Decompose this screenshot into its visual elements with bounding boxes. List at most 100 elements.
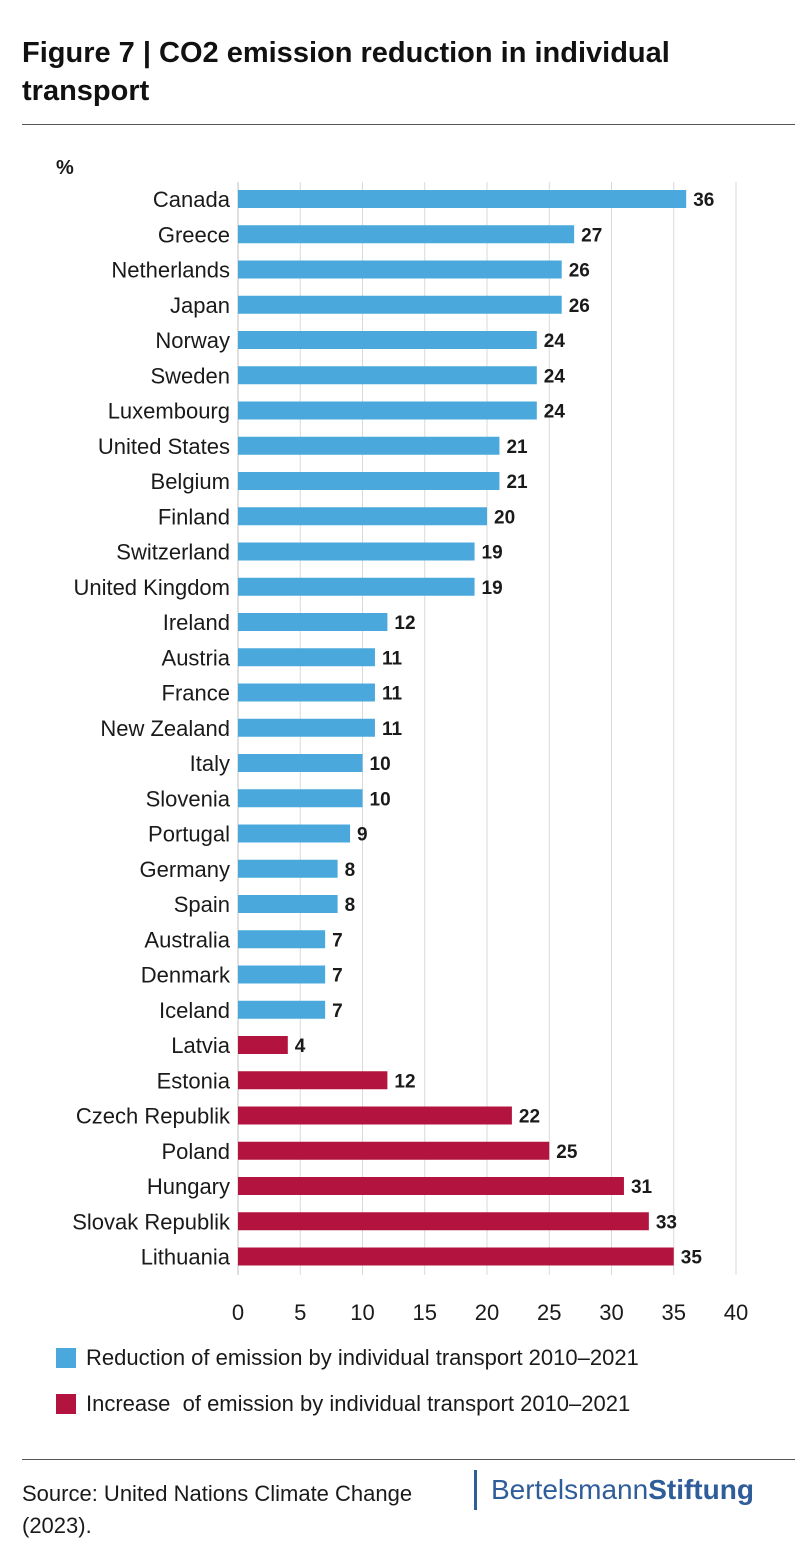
logo-part-1: Bertelsmann bbox=[491, 1474, 649, 1505]
page-title: Figure 7 | CO2 emission reduction in ind… bbox=[22, 37, 670, 107]
data-label-belgium: 21 bbox=[506, 472, 528, 493]
data-label-japan: 26 bbox=[569, 296, 590, 317]
x-tick-label-0: 0 bbox=[232, 1300, 244, 1325]
data-label-france: 11 bbox=[382, 684, 403, 705]
data-label-canada: 36 bbox=[693, 190, 714, 211]
category-label-slovenia: Slovenia bbox=[146, 786, 231, 811]
data-label-australia: 7 bbox=[332, 930, 343, 951]
bertelsmann-stiftung-logo: BertelsmannStiftung bbox=[474, 1470, 754, 1510]
category-label-finland: Finland bbox=[158, 504, 230, 529]
x-tick-label-30: 30 bbox=[599, 1300, 623, 1325]
bar-luxembourg bbox=[238, 401, 537, 420]
category-label-iceland: Iceland bbox=[159, 998, 230, 1023]
category-label-netherlands: Netherlands bbox=[111, 258, 230, 283]
bar-estonia bbox=[238, 1071, 388, 1090]
data-label-latvia: 4 bbox=[295, 1036, 306, 1057]
category-label-canada: Canada bbox=[153, 187, 231, 212]
category-label-united-states: United States bbox=[98, 434, 230, 459]
bar-hungary bbox=[238, 1177, 624, 1195]
data-label-united-states: 21 bbox=[506, 437, 528, 458]
x-tick-label-25: 25 bbox=[537, 1300, 561, 1325]
bar-iceland bbox=[238, 1000, 326, 1019]
data-label-czech-republik: 22 bbox=[519, 1107, 540, 1128]
bar-spain bbox=[238, 895, 338, 913]
legend-label-reduction: Reduction of emission by individual tran… bbox=[86, 1345, 639, 1370]
data-label-portugal: 9 bbox=[357, 825, 368, 846]
category-label-australia: Australia bbox=[144, 927, 230, 952]
bar-slovenia bbox=[238, 789, 363, 808]
bar-poland bbox=[238, 1141, 550, 1160]
legend-item-reduction: Reduction of emission by individual tran… bbox=[56, 1343, 639, 1373]
data-label-germany: 8 bbox=[345, 860, 356, 881]
bar-austria bbox=[238, 648, 375, 667]
bar-new-zealand bbox=[238, 718, 375, 737]
bar-united-states bbox=[238, 436, 500, 455]
data-label-hungary: 31 bbox=[631, 1177, 653, 1198]
bar-sweden bbox=[238, 366, 537, 385]
data-label-lithuania: 35 bbox=[681, 1248, 703, 1269]
legend-swatch-reduction bbox=[56, 1348, 76, 1368]
bar-latvia bbox=[238, 1036, 288, 1054]
bar-greece bbox=[238, 225, 575, 244]
category-label-latvia: Latvia bbox=[171, 1033, 230, 1058]
data-label-sweden: 24 bbox=[544, 366, 566, 387]
bar-switzerland bbox=[238, 542, 475, 561]
category-label-new-zealand: New Zealand bbox=[100, 716, 230, 741]
bar-belgium bbox=[238, 472, 500, 490]
category-label-estonia: Estonia bbox=[157, 1068, 231, 1093]
bar-lithuania bbox=[238, 1247, 674, 1266]
data-label-ireland: 12 bbox=[394, 613, 415, 634]
category-label-belgium: Belgium bbox=[151, 469, 230, 494]
bar-italy bbox=[238, 754, 363, 772]
category-label-sweden: Sweden bbox=[150, 363, 230, 388]
data-label-iceland: 7 bbox=[332, 1001, 343, 1022]
category-label-austria: Austria bbox=[162, 645, 231, 670]
category-label-germany: Germany bbox=[140, 857, 230, 882]
category-label-czech-republik: Czech Republik bbox=[76, 1104, 231, 1129]
category-label-hungary: Hungary bbox=[147, 1174, 230, 1199]
category-label-lithuania: Lithuania bbox=[141, 1245, 231, 1270]
bar-canada bbox=[238, 190, 687, 208]
category-label-switzerland: Switzerland bbox=[116, 540, 230, 565]
category-label-denmark: Denmark bbox=[141, 963, 231, 988]
bar-denmark bbox=[238, 965, 326, 984]
x-tick-label-15: 15 bbox=[413, 1300, 437, 1325]
legend-swatch-increase bbox=[56, 1394, 76, 1414]
category-label-france: France bbox=[162, 681, 230, 706]
bar-netherlands bbox=[238, 260, 562, 279]
x-tick-label-35: 35 bbox=[662, 1300, 686, 1325]
data-label-slovenia: 10 bbox=[370, 789, 391, 810]
bar-france bbox=[238, 683, 375, 702]
bar-ireland bbox=[238, 613, 388, 631]
data-label-greece: 27 bbox=[581, 225, 602, 246]
bar-germany bbox=[238, 859, 338, 878]
data-label-estonia: 12 bbox=[394, 1071, 415, 1092]
data-label-united-kingdom: 19 bbox=[482, 578, 503, 599]
data-label-austria: 11 bbox=[382, 648, 403, 669]
category-label-luxembourg: Luxembourg bbox=[108, 399, 230, 424]
bar-slovak-republik bbox=[238, 1212, 649, 1231]
footer-divider bbox=[22, 1459, 795, 1460]
category-label-portugal: Portugal bbox=[148, 822, 230, 847]
bar-czech-republik bbox=[238, 1106, 512, 1125]
category-label-united-kingdom: United Kingdom bbox=[73, 575, 230, 600]
legend-label-increase: Increase of emission by individual trans… bbox=[86, 1391, 631, 1416]
category-label-ireland: Ireland bbox=[163, 610, 230, 635]
data-label-switzerland: 19 bbox=[482, 543, 503, 564]
category-label-norway: Norway bbox=[155, 328, 230, 353]
logo-part-2: Stiftung bbox=[648, 1474, 754, 1505]
data-label-italy: 10 bbox=[370, 754, 391, 775]
data-label-denmark: 7 bbox=[332, 966, 343, 987]
data-label-finland: 20 bbox=[494, 507, 515, 528]
x-tick-label-40: 40 bbox=[724, 1300, 748, 1325]
bar-chart: % Canada 36 Greece 27 Netherlands 26 Japan 26 Nor… bbox=[56, 157, 748, 1325]
data-label-netherlands: 26 bbox=[569, 261, 590, 282]
data-label-norway: 24 bbox=[544, 331, 566, 352]
bar-norway bbox=[238, 331, 537, 349]
bar-australia bbox=[238, 930, 326, 949]
category-label-japan: Japan bbox=[170, 293, 230, 318]
title-divider bbox=[22, 124, 795, 125]
unit-label: % bbox=[56, 157, 74, 179]
chart-legend: Reduction of emission by individual tran… bbox=[56, 1343, 639, 1419]
data-label-spain: 8 bbox=[345, 895, 356, 916]
